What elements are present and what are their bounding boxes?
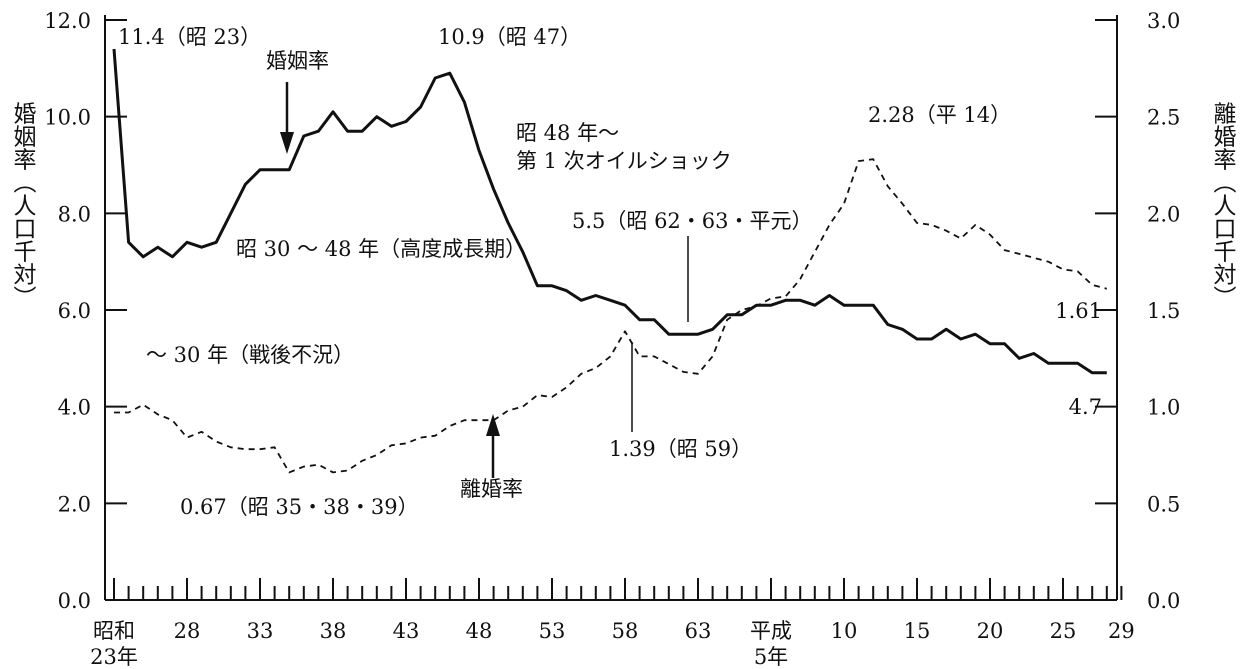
marriage-arrow-head [280,132,294,154]
annotation-text: 第 1 次オイルショック [516,149,732,173]
annotation-text: 10.9（昭 47） [438,25,581,49]
x-tick-label-line2: 5年 [754,645,788,669]
left-tick-label: 4.0 [58,396,91,420]
right-tick-label: 0.0 [1147,589,1180,613]
annotations: 11.4（昭 23）婚姻率 10.9（昭 47） 昭 48 年～ 第 1 次オイルショ… [118,25,1102,519]
annotation-text: 1.61 [1055,299,1102,323]
annotation-text: 離婚率 [460,477,523,501]
x-tick-label: 29 [1108,619,1135,643]
x-tick-label: 48 [466,619,493,643]
annotation-text: ～ 30 年（戦後不況） [146,343,354,367]
x-tick-label: 10 [831,619,858,643]
left-tick-label: 12.0 [44,9,91,33]
right-tick-label: 2.5 [1147,106,1180,130]
x-tick-label: 平成 [750,619,792,643]
right-tick-label: 3.0 [1147,9,1180,33]
left-axis-title: 婚姻率（人口千対） [9,102,37,309]
right-tick-label: 0.5 [1147,492,1180,516]
x-tick-label: 33 [247,619,274,643]
x-tick-label: 63 [685,619,712,643]
annotation-text: 11.4（昭 23） [118,25,261,49]
left-tick-label: 8.0 [58,202,91,226]
x-tick-label: 15 [904,619,931,643]
divorce-rate-line [114,158,1108,474]
right-tick-label: 2.0 [1147,202,1180,226]
annotation-text: 1.39（昭 59） [609,437,752,461]
right-axis-title: 離婚率（人口千対） [1209,102,1237,309]
left-tick-label: 6.0 [58,299,91,323]
marriage-rate-line [112,48,1107,375]
right-tick-label: 1.0 [1147,396,1180,420]
divorce-arrow-head [486,414,500,436]
series-layer [112,48,1108,474]
x-tick-label: 43 [393,619,420,643]
x-tick-label: 20 [977,619,1004,643]
x-tick-label: 25 [1050,619,1077,643]
x-tick-label: 28 [174,619,201,643]
annotation-text: 0.67（昭 35・38・39） [180,495,419,519]
left-tick-label: 2.0 [58,492,91,516]
x-tick-label: 38 [320,619,347,643]
axes: 0.0 2.0 4.0 6.0 8.0 10.0 12.0 0.0 0.5 1.0 1.5 2.0 2.… [9,9,1237,669]
x-tick-label-line2: 23年 [90,645,138,669]
annotation-text: 5.5（昭 62・63・平元） [572,209,813,233]
annotation-text: 昭 30 ～ 48 年（高度成長期） [236,237,526,261]
left-tick-label: 0.0 [58,589,91,613]
annotation-text: 昭 48 年～ [516,121,619,145]
x-tick-label: 53 [539,619,566,643]
annotation-text: 婚姻率 [266,49,329,73]
annotation-text: 4.7 [1069,395,1102,419]
annotation-text: 2.28（平 14） [868,103,1011,127]
right-tick-label: 1.5 [1147,299,1180,323]
left-tick-label: 10.0 [44,106,91,130]
x-tick-label: 昭和 [93,619,135,643]
x-tick-label: 58 [612,619,639,643]
